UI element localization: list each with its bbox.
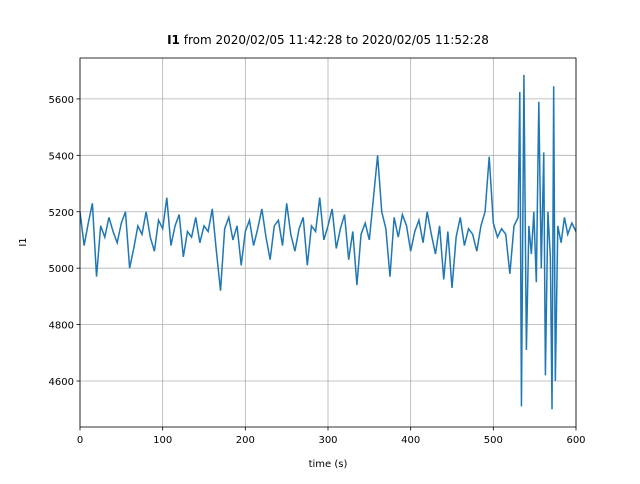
x-tick-label: 0 [77, 435, 83, 446]
x-tick-label: 300 [318, 435, 337, 446]
x-tick-label: 600 [566, 435, 585, 446]
plot-frame [79, 57, 577, 428]
x-tick-label: 400 [401, 435, 420, 446]
y-tick-label: 5600 [49, 95, 74, 106]
y-tick-label: 4600 [49, 377, 74, 388]
y-tick-label: 5400 [49, 151, 74, 162]
x-tick-label: 100 [153, 435, 172, 446]
title-rest: from 2020/02/05 11:42:28 to 2020/02/05 1… [184, 33, 489, 47]
data-line [80, 74, 576, 410]
y-tick-label: 5200 [49, 208, 74, 219]
y-tick-label: 4800 [49, 321, 74, 332]
y-axis-label: I1 [18, 237, 29, 246]
x-tick-label: 200 [236, 435, 255, 446]
x-axis-label: time (s) [309, 459, 348, 470]
chart-title: I1 from 2020/02/05 11:42:28 to 2020/02/0… [167, 33, 489, 47]
x-tick-label: 500 [484, 435, 503, 446]
title-bold: I1 [167, 33, 180, 47]
y-tick-label: 5000 [49, 264, 74, 275]
